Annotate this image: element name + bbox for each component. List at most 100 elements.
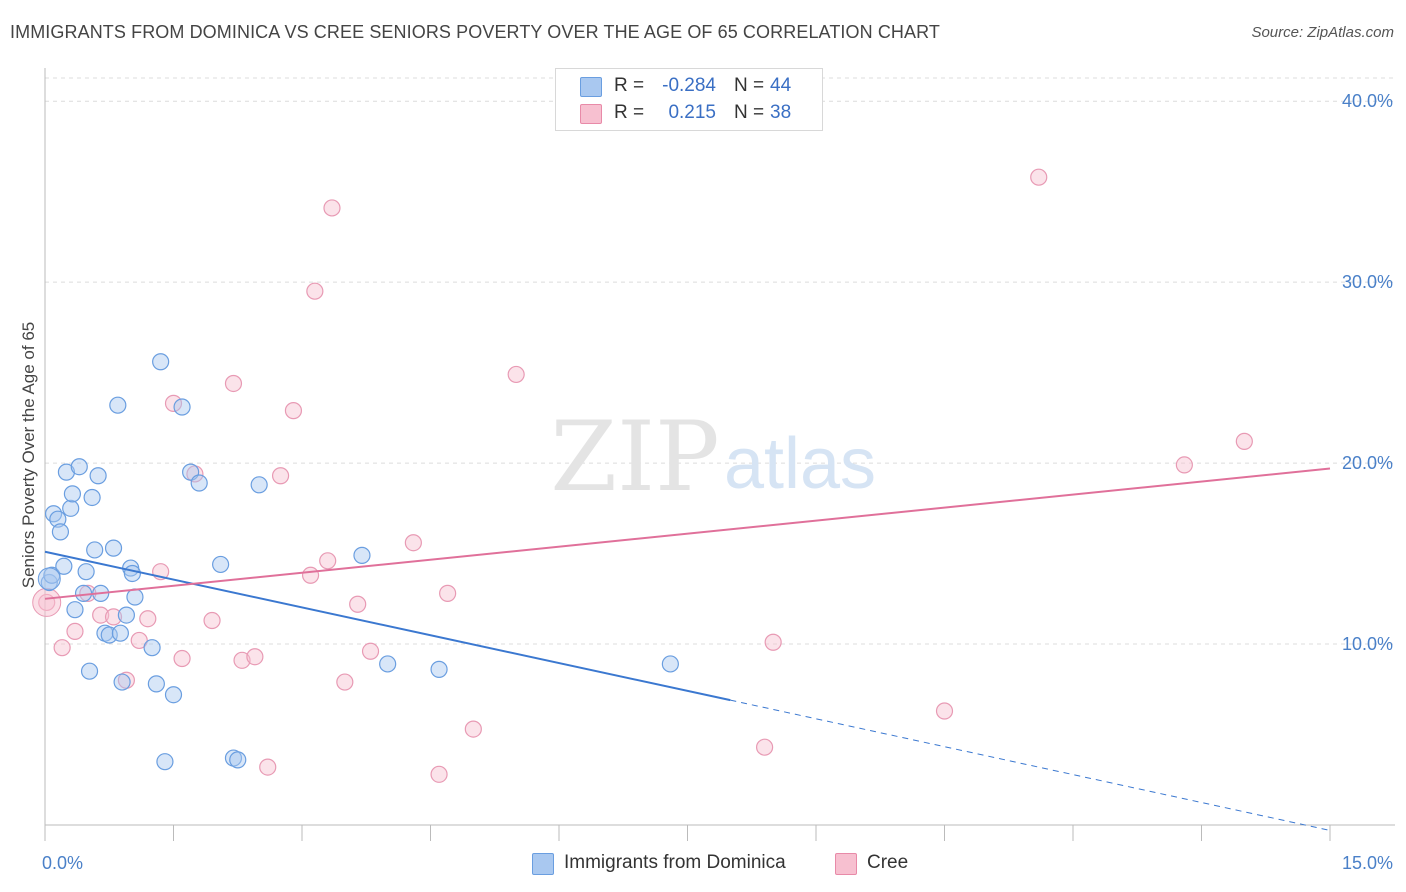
y-tick-label: 10.0%	[1342, 634, 1393, 654]
data-point-dominica	[49, 510, 67, 528]
trend-line-dominica	[44, 550, 731, 702]
data-point-cree	[935, 702, 954, 720]
data-point-dominica	[126, 588, 144, 606]
chart-title: IMMIGRANTS FROM DOMINICA VS CREE SENIORS…	[10, 22, 940, 42]
source-label: Source: ZipAtlas.com	[1251, 24, 1394, 41]
watermark-zip: ZIP	[550, 401, 719, 513]
data-point-cree	[430, 765, 448, 783]
legend-swatch-dominica	[580, 77, 602, 97]
data-point-dominica	[86, 541, 104, 559]
watermark-atlas: atlas	[724, 424, 876, 504]
tick-labels: 10.0% 20.0% 30.0% 40.0% 0.0% 15.0%	[42, 91, 1393, 873]
data-point-cree	[53, 639, 71, 657]
data-point-dominica	[152, 353, 170, 371]
data-point-cree	[246, 648, 264, 666]
data-point-dominica	[173, 398, 191, 416]
data-point-cree	[203, 611, 221, 630]
stats-row-cree: R = 0.215 N = 38	[556, 101, 822, 127]
trend-line-cree	[44, 467, 1331, 600]
data-point-dominica	[63, 485, 82, 503]
n-label: N =	[734, 102, 765, 123]
watermark: ZIP atlas	[550, 401, 876, 513]
series-dominica	[37, 353, 679, 771]
stats-row-dominica: R = -0.284 N = 44	[556, 74, 822, 100]
data-point-cree	[764, 633, 782, 651]
legend-swatch-cree	[835, 853, 857, 875]
data-point-cree	[284, 402, 303, 420]
data-point-cree	[439, 584, 457, 602]
n-label: N =	[734, 75, 765, 96]
n-value: 44	[770, 75, 792, 96]
data-point-dominica	[104, 539, 123, 557]
data-point-dominica	[212, 555, 230, 574]
data-point-cree	[173, 649, 191, 668]
data-point-cree	[233, 651, 251, 669]
data-point-dominica	[80, 662, 99, 680]
data-point-dominica	[430, 660, 448, 678]
data-point-cree	[139, 610, 157, 628]
x-tick-label: 0.0%	[42, 853, 83, 873]
legend-label: Cree	[867, 852, 909, 873]
legend-label: Immigrants from Dominica	[564, 852, 786, 873]
data-point-cree	[224, 374, 243, 393]
data-point-dominica	[156, 753, 174, 771]
data-point-dominica	[66, 601, 84, 619]
data-point-dominica	[143, 639, 161, 657]
data-point-cree	[404, 534, 422, 552]
data-point-cree	[507, 365, 525, 384]
x-tick-label: 15.0%	[1342, 853, 1393, 873]
legend-swatch-dominica	[532, 853, 554, 875]
series-cree	[32, 168, 1253, 783]
series-legend: Immigrants from Dominica Cree	[0, 852, 1406, 878]
data-point-cree	[323, 199, 341, 217]
data-point-cree	[361, 642, 380, 660]
data-point-dominica	[77, 563, 95, 581]
data-point-dominica	[147, 675, 165, 693]
data-point-dominica	[37, 567, 61, 591]
trend-line-dominica-extrapolated	[730, 699, 1331, 831]
data-point-cree	[66, 622, 84, 640]
data-point-cree	[301, 566, 320, 584]
data-point-dominica	[62, 499, 80, 517]
data-point-cree	[104, 608, 123, 626]
r-label: R =	[614, 75, 645, 96]
data-point-cree	[319, 552, 337, 570]
data-point-cree	[164, 394, 183, 412]
data-point-dominica	[113, 673, 131, 691]
data-point-cree	[1030, 168, 1048, 186]
data-point-cree	[271, 467, 290, 485]
data-point-cree	[130, 631, 148, 650]
axes	[44, 68, 1395, 841]
r-value: -0.284	[662, 75, 716, 96]
data-point-dominica	[164, 686, 183, 704]
data-point-cree	[336, 673, 354, 691]
data-point-cree	[92, 606, 110, 624]
data-point-dominica	[123, 564, 141, 583]
data-point-cree	[306, 282, 324, 300]
data-point-dominica	[250, 476, 268, 494]
stats-legend: R = -0.284 N = 44 R = 0.215 N = 38	[555, 68, 823, 131]
n-value: 38	[770, 102, 792, 123]
data-point-dominica	[70, 458, 88, 476]
data-point-cree	[755, 738, 774, 756]
data-point-dominica	[51, 523, 70, 541]
data-point-dominica	[89, 467, 107, 485]
data-point-cree	[349, 595, 367, 613]
data-point-dominica	[379, 655, 397, 673]
data-point-dominica	[83, 488, 101, 507]
r-label: R =	[614, 102, 645, 123]
trend-lines	[44, 467, 1331, 831]
data-point-cree	[464, 720, 482, 738]
data-point-dominica	[117, 606, 135, 624]
data-point-cree	[259, 758, 277, 776]
data-point-cree	[32, 587, 62, 617]
y-axis-title: Seniors Poverty Over the Age of 65	[19, 322, 38, 588]
r-value: 0.215	[668, 102, 716, 123]
data-point-dominica	[111, 624, 129, 642]
y-tick-label: 30.0%	[1342, 272, 1393, 292]
data-point-dominica	[55, 557, 73, 575]
grid-lines	[45, 77, 1395, 645]
y-tick-label: 20.0%	[1342, 453, 1393, 473]
data-point-dominica	[190, 474, 208, 492]
